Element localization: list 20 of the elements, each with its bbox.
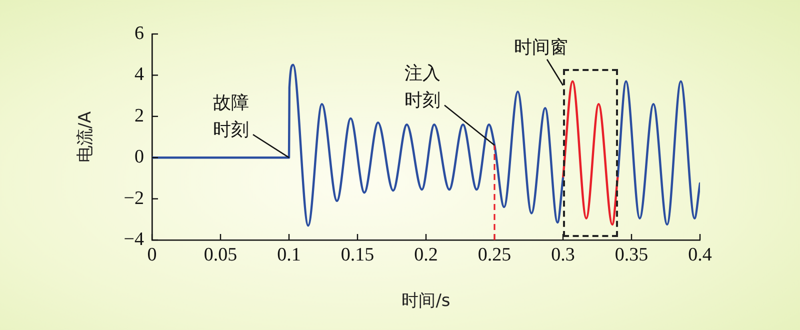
annotation: 故障时刻 — [213, 92, 249, 140]
x-tick-label: 0.2 — [414, 244, 438, 266]
x-tick-label: 0.35 — [614, 244, 648, 266]
y-axis-title: 电流/A — [76, 110, 96, 163]
x-tick-label: 0.3 — [551, 244, 575, 266]
y-tick-label: 6 — [134, 22, 144, 44]
annotation: 时间窗 — [514, 37, 568, 58]
x-tick-label: 0.25 — [478, 244, 512, 266]
x-tick-label: 0.1 — [277, 244, 301, 266]
y-tick-label: 4 — [134, 64, 144, 86]
y-tick-label: 2 — [134, 105, 144, 126]
x-tick-label: 0.05 — [204, 244, 238, 266]
annotation: 注入时刻 — [404, 62, 440, 111]
y-tick-label: 0 — [134, 146, 144, 168]
line-series — [562, 80, 619, 226]
x-tick-label: 0.4 — [688, 244, 712, 266]
x-axis-title: 时间/s — [402, 291, 450, 312]
x-tick-label: 0.15 — [340, 244, 374, 266]
y-tick-label: −2 — [124, 188, 144, 209]
y-tick-label: −4 — [124, 228, 144, 250]
